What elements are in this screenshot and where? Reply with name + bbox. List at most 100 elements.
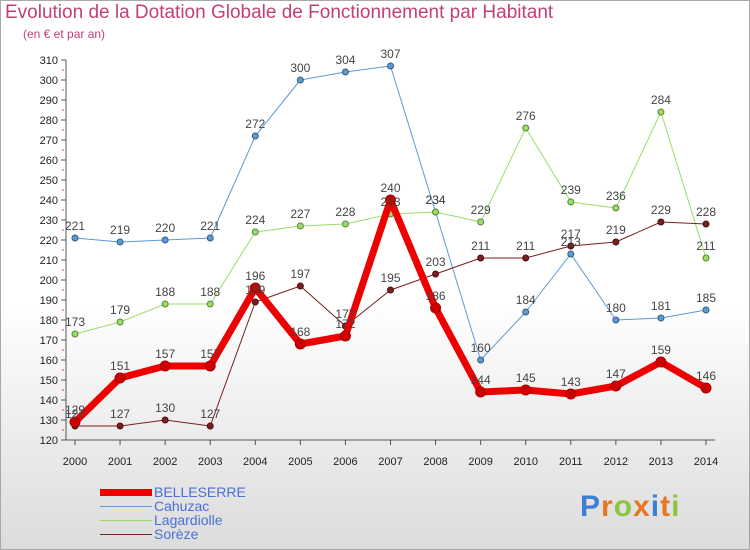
data-point-lagardiolle: [567, 198, 575, 206]
data-point-sor-ze: [702, 220, 710, 228]
data-point-belleserre: [565, 388, 577, 400]
x-tick-label: 2014: [694, 456, 718, 468]
data-point-lagardiolle: [161, 300, 169, 308]
data-label-lagardiolle: 227: [290, 207, 310, 221]
x-tick-label: 2008: [423, 456, 447, 468]
data-label-cahuzac: 213: [561, 235, 581, 249]
data-point-cahuzac: [567, 250, 575, 258]
data-label-sor-ze: 217: [561, 227, 581, 241]
data-point-belleserre: [339, 330, 351, 342]
data-label-cahuzac: 180: [606, 301, 626, 315]
data-label-sor-ze: 189: [245, 283, 265, 297]
logo-letter: o: [613, 490, 634, 523]
data-point-belleserre: [700, 382, 712, 394]
data-label-belleserre: 151: [110, 359, 130, 373]
y-tick-label: 160: [40, 355, 58, 367]
x-tick-label: 2013: [649, 456, 673, 468]
data-point-cahuzac: [341, 68, 349, 76]
data-label-lagardiolle: 224: [245, 213, 265, 227]
y-tick-label: 290: [40, 95, 58, 107]
data-point-lagardiolle: [296, 222, 304, 230]
data-point-lagardiolle: [206, 300, 214, 308]
data-point-cahuzac: [387, 62, 394, 70]
data-point-lagardiolle: [341, 220, 349, 228]
data-label-sor-ze: 177: [335, 307, 355, 321]
data-point-cahuzac: [296, 76, 304, 84]
data-point-belleserre: [430, 302, 442, 314]
data-point-sor-ze: [161, 416, 169, 424]
data-label-lagardiolle: 179: [110, 303, 130, 317]
legend-label: Sorèze: [154, 526, 199, 542]
data-point-cahuzac: [657, 314, 665, 322]
logo-letter: t: [660, 490, 672, 523]
data-point-cahuzac: [702, 306, 710, 314]
data-label-cahuzac: 185: [696, 291, 716, 305]
legend-item-sor-ze: Sorèze: [100, 527, 246, 541]
data-point-cahuzac: [161, 236, 169, 244]
data-label-lagardiolle: 229: [471, 203, 491, 217]
data-label-lagardiolle: 188: [155, 285, 175, 299]
y-tick-label: 190: [40, 295, 58, 307]
y-tick-label: 120: [40, 435, 58, 447]
x-tick-label: 2003: [198, 456, 222, 468]
data-point-cahuzac: [116, 238, 124, 246]
logo-letter: P: [580, 490, 602, 523]
x-tick-label: 2005: [288, 456, 312, 468]
data-label-belleserre: 146: [696, 369, 716, 383]
data-label-lagardiolle: 228: [335, 205, 355, 219]
data-point-belleserre: [204, 360, 216, 372]
y-tick-label: 130: [40, 415, 58, 427]
data-label-belleserre: 168: [290, 325, 310, 339]
data-point-belleserre: [114, 372, 126, 384]
legend-swatch: [100, 505, 152, 507]
y-tick-label: 250: [40, 175, 58, 187]
logo-letter: i: [650, 490, 661, 523]
legend-item-belleserre: BELLESERRE: [100, 485, 246, 499]
data-point-lagardiolle: [657, 108, 665, 116]
y-tick-label: 240: [40, 195, 58, 207]
chart-subtitle: (en € et par an): [23, 27, 106, 41]
data-label-cahuzac: 221: [200, 219, 220, 233]
data-point-cahuzac: [612, 316, 620, 324]
data-label-belleserre: 159: [651, 343, 671, 357]
x-tick-label: 2011: [559, 456, 583, 468]
y-tick-label: 220: [40, 235, 58, 247]
y-tick-label: 260: [40, 155, 58, 167]
data-point-lagardiolle: [702, 254, 710, 262]
data-point-cahuzac: [206, 234, 214, 242]
data-point-belleserre: [385, 194, 396, 206]
data-point-belleserre: [69, 416, 81, 428]
data-label-lagardiolle: 234: [426, 193, 446, 207]
data-label-belleserre: 157: [155, 347, 175, 361]
data-label-cahuzac: 234: [426, 193, 446, 207]
data-label-sor-ze: 127: [65, 407, 85, 421]
data-label-sor-ze: 127: [200, 407, 220, 421]
data-label-belleserre: 129: [65, 403, 85, 417]
data-point-cahuzac: [71, 234, 79, 242]
data-label-sor-ze: 197: [290, 267, 310, 281]
data-label-lagardiolle: 211: [696, 239, 715, 253]
data-label-sor-ze: 211: [516, 239, 535, 253]
chart-title: Evolution de la Dotation Globale de Fonc…: [5, 2, 554, 23]
data-label-lagardiolle: 276: [516, 109, 536, 123]
y-tick-label: 300: [40, 75, 58, 87]
x-tick-label: 2010: [513, 456, 537, 468]
data-point-lagardiolle: [251, 228, 259, 236]
data-label-sor-ze: 195: [380, 271, 400, 285]
data-point-belleserre: [475, 386, 487, 398]
x-tick-label: 2002: [153, 456, 177, 468]
data-point-sor-ze: [296, 282, 304, 290]
data-label-belleserre: 145: [516, 371, 536, 385]
y-tick-label: 280: [40, 115, 58, 127]
x-tick-label: 2001: [108, 456, 132, 468]
x-tick-label: 2009: [468, 456, 492, 468]
data-point-sor-ze: [567, 242, 575, 250]
y-tick-label: 210: [40, 255, 58, 267]
data-label-belleserre: 144: [471, 373, 491, 387]
data-point-lagardiolle: [432, 208, 440, 216]
data-label-lagardiolle: 236: [606, 189, 626, 203]
data-label-cahuzac: 160: [471, 341, 491, 355]
data-point-sor-ze: [387, 286, 394, 294]
data-label-sor-ze: 130: [155, 401, 175, 415]
data-label-sor-ze: 229: [651, 203, 671, 217]
